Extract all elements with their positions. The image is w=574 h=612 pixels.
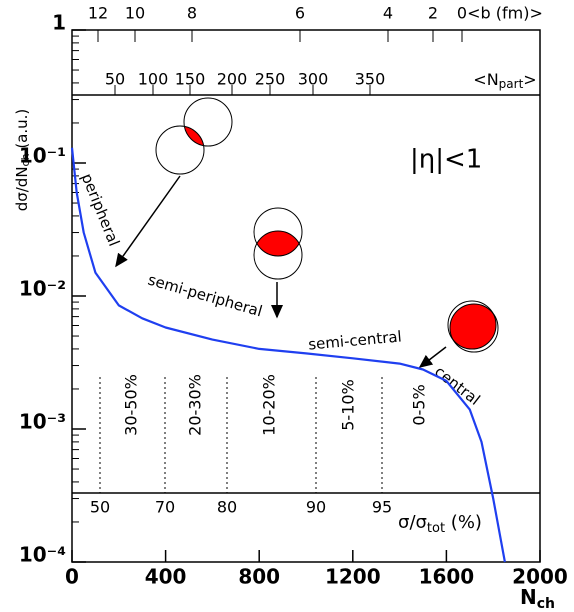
npart-tick-label: 100 bbox=[138, 70, 169, 89]
x-tick-label: 400 bbox=[145, 565, 187, 589]
curve-label: semi-peripheral bbox=[146, 271, 264, 321]
centrality-class-label: 20-30% bbox=[186, 374, 205, 436]
centrality-class-label: 0-5% bbox=[410, 384, 429, 425]
y-tick-label: 10⁻² bbox=[19, 277, 66, 301]
x-axis-label: Nch bbox=[520, 585, 555, 612]
b-tick-label: 6 bbox=[295, 4, 305, 23]
b-tick-label: 8 bbox=[187, 4, 197, 23]
x-tick-label: 1600 bbox=[419, 565, 475, 589]
x-tick-label: 2000 bbox=[512, 565, 568, 589]
npart-axis-label: <Npart> bbox=[473, 70, 536, 91]
collision-icon bbox=[155, 97, 499, 353]
npart-tick-label: 150 bbox=[175, 70, 206, 89]
centrality-tick-label: 90 bbox=[306, 498, 326, 517]
b-tick-label: 2 bbox=[428, 4, 438, 23]
npart-tick-label: 250 bbox=[255, 70, 286, 89]
y-tick-label: 10⁻⁴ bbox=[19, 543, 66, 567]
x-tick-label: 1200 bbox=[325, 565, 381, 589]
curve-label: central bbox=[431, 362, 483, 408]
y-tick-label: 1 bbox=[52, 11, 66, 35]
centrality-tick-label: 80 bbox=[217, 498, 237, 517]
x-tick-label: 0 bbox=[65, 565, 79, 589]
npart-tick-label: 50 bbox=[105, 70, 125, 89]
b-tick-label: 4 bbox=[383, 4, 393, 23]
eta-annotation: |η|<1 bbox=[410, 145, 482, 175]
centrality-tick-label: 50 bbox=[90, 498, 110, 517]
centrality-class-label: 10-20% bbox=[260, 374, 279, 436]
y-axis-label: dσ/dNch (a.u.) bbox=[13, 109, 33, 212]
centrality-tick-label: 95 bbox=[372, 498, 392, 517]
npart-tick-label: 300 bbox=[298, 70, 329, 89]
npart-tick-label: 200 bbox=[217, 70, 248, 89]
frame bbox=[71, 29, 541, 563]
centrality-axis-label: σ/σtot (%) bbox=[398, 512, 482, 536]
b-tick-label: 12 bbox=[88, 4, 108, 23]
centrality-tick-label: 70 bbox=[155, 498, 175, 517]
curve-label: semi-central bbox=[308, 327, 403, 353]
curve bbox=[70, 147, 506, 563]
y-tick-label: 10⁻¹ bbox=[19, 144, 66, 168]
arrow bbox=[115, 175, 447, 368]
npart-tick-label: 350 bbox=[355, 70, 386, 89]
b-tick-label: 0 bbox=[457, 4, 467, 23]
x-tick-label: 800 bbox=[238, 565, 280, 589]
centrality-class-label: 5-10% bbox=[339, 379, 358, 431]
centrality-class-label: 30-50% bbox=[122, 374, 141, 436]
b-tick-label: 10 bbox=[125, 4, 145, 23]
y-tick-label: 10⁻³ bbox=[19, 410, 66, 434]
b-axis-label: <b (fm)> bbox=[467, 4, 543, 23]
